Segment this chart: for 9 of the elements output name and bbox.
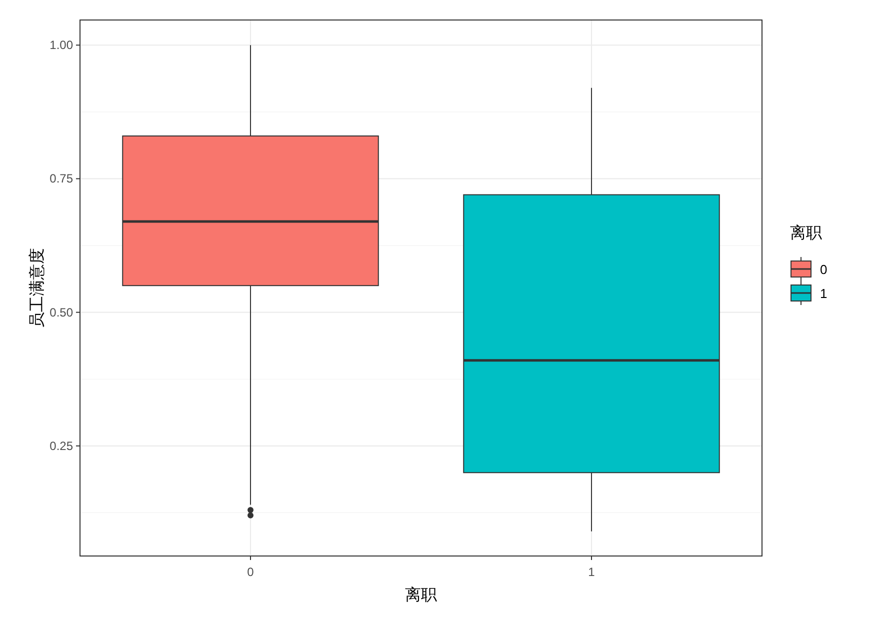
legend-title: 离职 <box>790 224 822 242</box>
y-tick-label: 1.00 <box>50 38 74 52</box>
y-tick-label: 0.50 <box>50 305 74 320</box>
legend-label: 1 <box>820 286 828 301</box>
legend-label: 0 <box>820 262 828 277</box>
x-axis-title: 离职 <box>405 586 437 604</box>
y-tick-label: 0.25 <box>50 438 74 453</box>
y-tick-label: 0.75 <box>50 172 74 186</box>
y-axis-title: 员工满意度 <box>28 248 46 328</box>
